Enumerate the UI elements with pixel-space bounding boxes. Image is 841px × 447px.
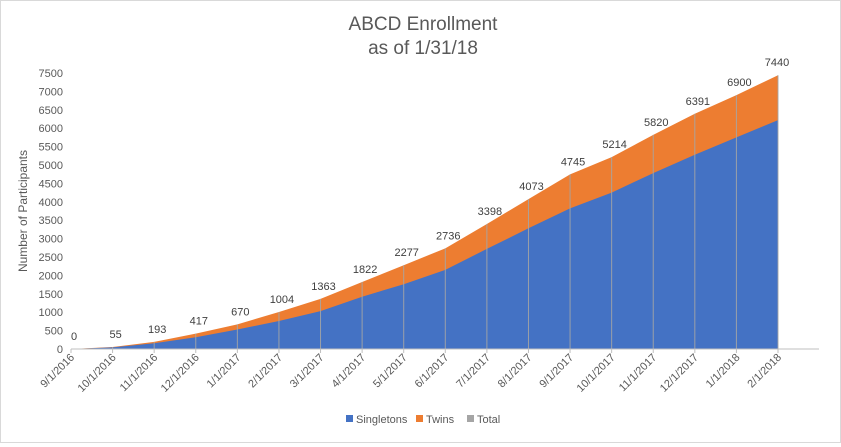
chart-subtitle: as of 1/31/18 xyxy=(368,38,478,59)
x-tick-label: 12/1/2016 xyxy=(159,352,202,395)
legend-label: Twins xyxy=(426,414,455,426)
data-label: 2277 xyxy=(394,247,418,259)
legend: Singletons Twins Total xyxy=(346,414,500,426)
area-layer xyxy=(71,75,778,350)
data-label: 7440 xyxy=(765,57,789,69)
y-tick-label: 6000 xyxy=(39,123,63,135)
x-tick-label: 11/1/2016 xyxy=(118,352,161,395)
data-label: 670 xyxy=(231,306,249,318)
y-tick-label: 7500 xyxy=(39,68,63,80)
data-label: 2736 xyxy=(436,230,460,242)
y-tick-label: 2500 xyxy=(39,252,63,264)
legend-swatch xyxy=(467,415,474,422)
x-tick-label: 11/1/2017 xyxy=(617,352,660,395)
x-tick-label: 1/1/2017 xyxy=(205,352,244,391)
x-tick-label: 3/1/2017 xyxy=(288,352,327,391)
y-tick-label: 2000 xyxy=(39,270,63,282)
y-tick-label: 3500 xyxy=(39,215,63,227)
data-label: 4073 xyxy=(519,181,543,193)
x-tick-label: 9/1/2017 xyxy=(537,352,576,391)
data-label: 1004 xyxy=(270,294,294,306)
singletons-area xyxy=(71,120,778,349)
x-tick-label: 5/1/2017 xyxy=(371,352,410,391)
y-tick-label: 5500 xyxy=(39,142,63,154)
x-tick-label: 10/1/2016 xyxy=(76,352,119,395)
data-label: 5214 xyxy=(602,139,626,151)
legend-swatch xyxy=(346,415,353,422)
data-label: 417 xyxy=(190,316,208,328)
y-tick-label: 6500 xyxy=(39,105,63,117)
y-tick-label: 1000 xyxy=(39,307,63,319)
y-tick-label: 4500 xyxy=(39,178,63,190)
total-drop-lines xyxy=(112,75,779,349)
data-label: 1822 xyxy=(353,264,377,276)
data-label: 4745 xyxy=(561,156,585,168)
legend-label: Singletons xyxy=(356,414,408,426)
x-tick-label: 7/1/2017 xyxy=(454,352,493,391)
x-tick-label: 1/1/2018 xyxy=(704,352,743,391)
data-label: 55 xyxy=(109,329,121,341)
x-tick-label: 6/1/2017 xyxy=(413,352,452,391)
y-tick-label: 500 xyxy=(45,326,63,338)
data-label: 3398 xyxy=(478,206,502,218)
x-tick-label: 2/1/2018 xyxy=(745,352,784,391)
legend-swatch xyxy=(416,415,423,422)
legend-label: Total xyxy=(477,414,500,426)
x-tick-label: 8/1/2017 xyxy=(496,352,535,391)
x-tick-label: 2/1/2017 xyxy=(246,352,285,391)
y-tick-label: 4000 xyxy=(39,197,63,209)
x-tick-label: 4/1/2017 xyxy=(329,352,368,391)
y-tick-label: 5000 xyxy=(39,160,63,172)
data-label: 0 xyxy=(71,331,77,343)
data-label: 6900 xyxy=(727,77,751,89)
y-tick-label: 0 xyxy=(57,344,63,356)
x-tick-label: 10/1/2017 xyxy=(575,352,618,395)
data-label: 6391 xyxy=(686,96,710,108)
y-axis-label: Number of Participants xyxy=(16,150,30,272)
data-label: 5820 xyxy=(644,117,668,129)
y-tick-label: 7000 xyxy=(39,86,63,98)
data-labels: 0 55 193 417 670 1004 1363 1822 2277 2736 3398 4073… xyxy=(71,57,789,343)
chart-title: ABCD Enrollment xyxy=(349,14,499,35)
data-label: 193 xyxy=(148,324,166,336)
data-label: 1363 xyxy=(311,281,335,293)
y-tick-label: 1500 xyxy=(39,289,63,301)
y-tick-label: 3000 xyxy=(39,234,63,246)
x-tick-label: 12/1/2017 xyxy=(658,352,701,395)
x-tick-label: 9/1/2016 xyxy=(38,352,77,391)
